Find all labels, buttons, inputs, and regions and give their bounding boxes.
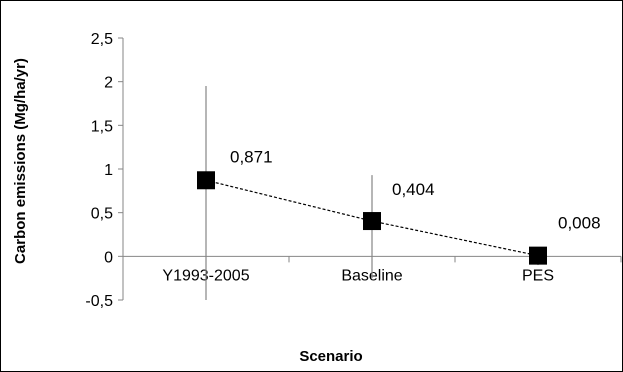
data-point-marker <box>197 171 215 190</box>
data-point-marker <box>529 246 547 265</box>
x-axis-title: Scenario <box>299 348 362 365</box>
y-tick-label: 0,5 <box>91 206 113 223</box>
y-tick-label: 1,5 <box>91 118 113 135</box>
y-tick-label: 0 <box>104 249 113 266</box>
y-axis: -0,5 0 0,5 1 1,5 2 2,5 <box>85 31 124 310</box>
y-tick-label: 2 <box>104 75 113 92</box>
y-tick-label: 2,5 <box>91 31 113 48</box>
data-label: 0,404 <box>392 180 435 199</box>
data-markers <box>197 171 547 265</box>
y-tick-label: 1 <box>104 162 113 179</box>
data-label: 0,871 <box>230 147 273 166</box>
y-axis-title: Carbon emissions (Mg/ha/yr) <box>12 58 29 264</box>
data-label: 0,008 <box>558 214 601 233</box>
y-tick-label: -0,5 <box>85 293 113 310</box>
x-tick-label: PES <box>522 267 554 284</box>
data-point-marker <box>363 212 381 231</box>
data-labels: 0,871 0,404 0,008 <box>230 147 601 232</box>
